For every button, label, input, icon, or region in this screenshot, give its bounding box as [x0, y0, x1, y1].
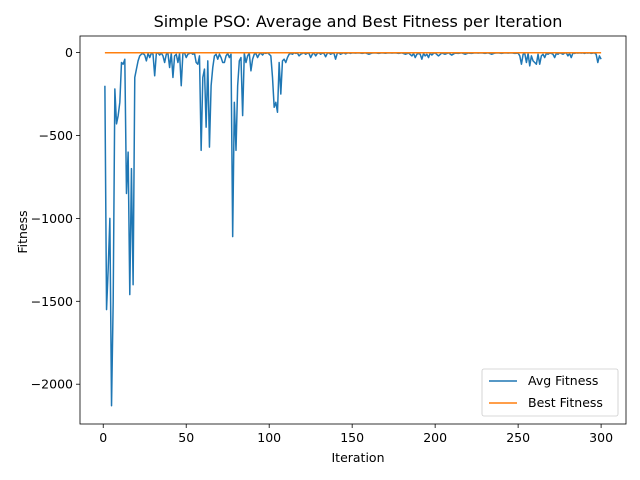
axes-frame [79, 35, 627, 425]
legend-label-avg-fitness: Avg Fitness [528, 373, 598, 388]
plot-area [79, 35, 627, 425]
y-axis: 0 −500 −1000 −1500 −2000 [31, 45, 80, 392]
x-tick-label: 100 [257, 430, 281, 445]
y-tick-label: −1500 [31, 294, 73, 309]
legend-label-best-fitness: Best Fitness [528, 395, 603, 410]
y-tick-label: −1000 [31, 211, 73, 226]
x-tick-label: 0 [99, 430, 107, 445]
x-tick-label: 250 [506, 430, 530, 445]
x-axis-label: Iteration [331, 450, 384, 465]
y-tick-label: −500 [39, 128, 73, 143]
x-tick-label: 200 [423, 430, 447, 445]
y-axis-label: Fitness [15, 210, 30, 253]
chart-title: Simple PSO: Average and Best Fitness per… [154, 12, 563, 31]
x-axis: 0 50 100 150 200 250 300 [99, 424, 613, 445]
x-tick-label: 50 [178, 430, 194, 445]
series-layer [104, 52, 602, 407]
legend: Avg Fitness Best Fitness [481, 368, 619, 417]
y-tick-label: −2000 [31, 377, 73, 392]
x-tick-label: 150 [340, 430, 364, 445]
x-tick-label: 300 [589, 430, 613, 445]
y-tick-label: 0 [65, 45, 73, 60]
axes-background [80, 36, 626, 424]
